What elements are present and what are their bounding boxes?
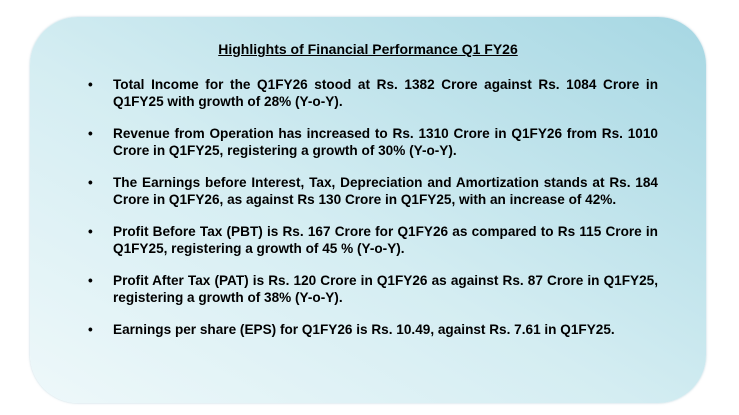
bullet-item: • Earnings per share (EPS) for Q1FY26 is … — [88, 321, 658, 338]
bullet-text: The Earnings before Interest, Tax, Depre… — [113, 175, 658, 207]
bullet-marker: • — [88, 77, 93, 92]
bullet-list: • Total Income for the Q1FY26 stood at Rs… — [88, 76, 658, 353]
bullet-marker: • — [88, 322, 93, 337]
bullet-item: • Revenue from Operation has increased to… — [88, 125, 658, 159]
title: Highlights of Financial Performance Q1 F… — [218, 41, 518, 57]
bullet-text: Profit After Tax (PAT) is Rs. 120 Crore … — [113, 273, 658, 305]
bullet-item: • The Earnings before Interest, Tax, Depr… — [88, 174, 658, 208]
bullet-marker: • — [88, 273, 93, 288]
highlights-card: Highlights of Financial Performance Q1 F… — [30, 17, 706, 403]
bullet-text: Total Income for the Q1FY26 stood at Rs.… — [113, 77, 658, 109]
bullet-item: • Total Income for the Q1FY26 stood at Rs… — [88, 76, 658, 110]
bullet-text: Earnings per share (EPS) for Q1FY26 is R… — [113, 322, 615, 337]
bullet-marker: • — [88, 126, 93, 141]
bullet-marker: • — [88, 224, 93, 239]
bullet-text: Revenue from Operation has increased to … — [113, 126, 658, 158]
bullet-item: • Profit Before Tax (PBT) is Rs. 167 Cror… — [88, 223, 658, 257]
bullet-item: • Profit After Tax (PAT) is Rs. 120 Crore… — [88, 272, 658, 306]
bullet-text: Profit Before Tax (PBT) is Rs. 167 Crore… — [113, 224, 658, 256]
bullet-marker: • — [88, 175, 93, 190]
